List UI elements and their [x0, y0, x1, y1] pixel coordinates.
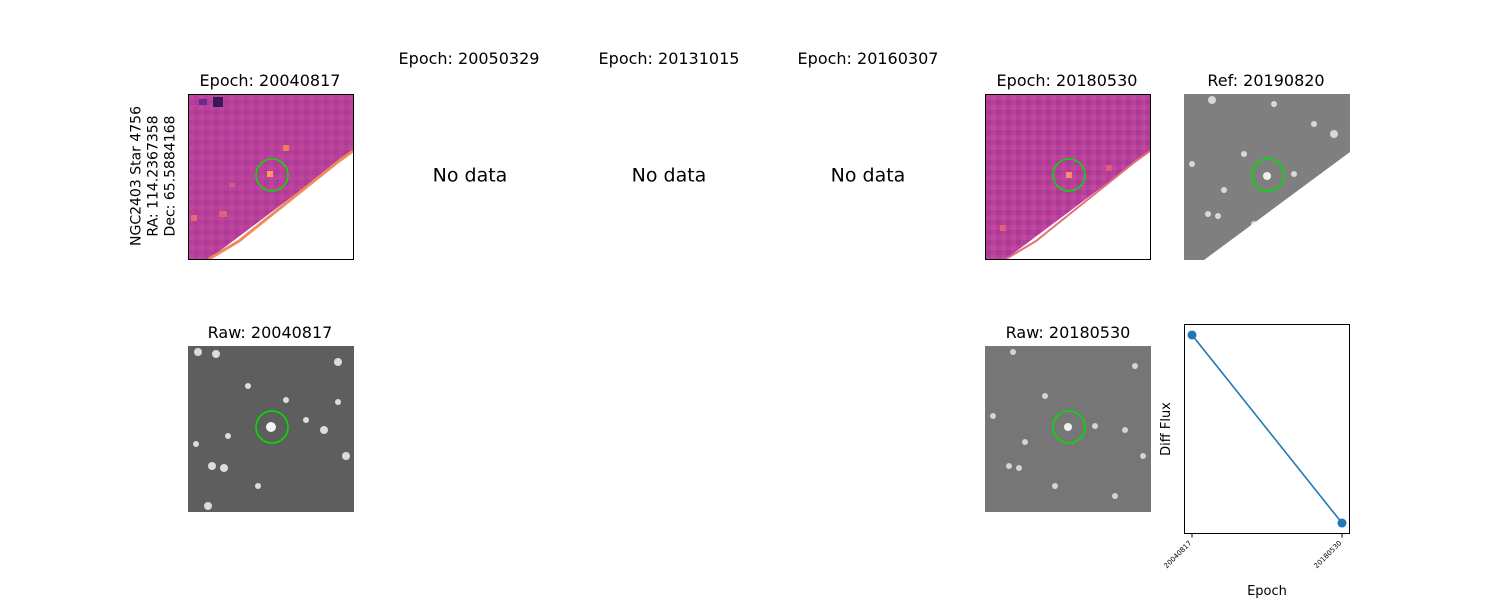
- ref-image: [1184, 94, 1350, 260]
- raw-image-20040817: [188, 346, 354, 512]
- y-axis-label: Diff Flux: [1159, 402, 1174, 456]
- star-ra: RA: 114.2367358: [145, 115, 162, 237]
- diff-image-20040817: [188, 94, 354, 260]
- raw-image-20180530: [985, 346, 1151, 512]
- target-circle-icon: [1052, 158, 1086, 192]
- light-curve-chart: 20040817 20180530 Epoch Diff Flux: [1159, 324, 1350, 599]
- target-circle-icon: [1251, 158, 1285, 192]
- series-line: [1191, 334, 1343, 524]
- no-data-20050329: No data: [432, 164, 508, 187]
- x-ticks: 20040817 20180530: [1163, 533, 1344, 570]
- title-ref: Ref: 20190820: [1207, 71, 1325, 90]
- star-name: NGC2403 Star 4756: [128, 106, 145, 246]
- no-data-20131015: No data: [631, 164, 707, 187]
- title-epoch-20160307: Epoch: 20160307: [797, 49, 939, 68]
- x-tick-label-1: 20180530: [1313, 539, 1344, 570]
- target-circle-icon: [1052, 410, 1086, 444]
- title-raw-20040817: Raw: 20040817: [207, 323, 333, 342]
- title-epoch-20131015: Epoch: 20131015: [598, 49, 740, 68]
- star-dec: Dec: 65.5884168: [162, 115, 179, 237]
- title-epoch-20040817: Epoch: 20040817: [199, 71, 341, 90]
- title-epoch-20180530: Epoch: 20180530: [996, 71, 1138, 90]
- data-point-1: [1337, 518, 1347, 528]
- title-epoch-20050329: Epoch: 20050329: [398, 49, 540, 68]
- diff-image-20180530: [985, 94, 1151, 260]
- x-tick-label-0: 20040817: [1163, 539, 1194, 570]
- target-circle-icon: [255, 158, 289, 192]
- data-point-0: [1187, 330, 1197, 340]
- title-raw-20180530: Raw: 20180530: [1005, 323, 1131, 342]
- target-circle-icon: [255, 410, 289, 444]
- series-layer: [1187, 330, 1347, 528]
- x-axis-label: Epoch: [1247, 584, 1287, 599]
- no-data-20160307: No data: [830, 164, 906, 187]
